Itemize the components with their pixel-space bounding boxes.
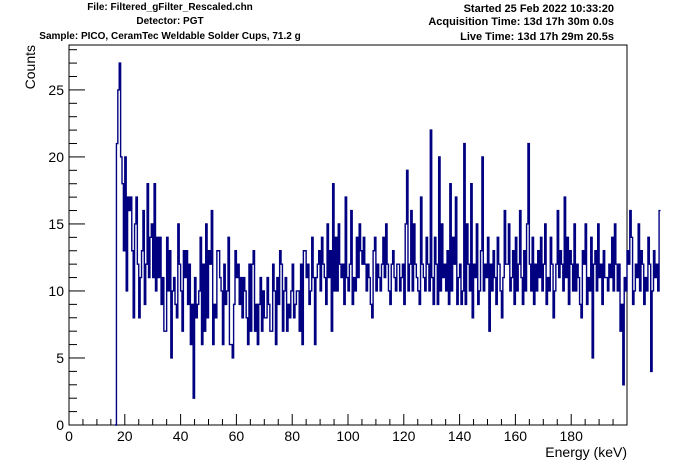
x-tick-label: 100 (336, 428, 360, 444)
y-axis: 0 5 10 15 20 25 (48, 49, 85, 433)
live-time-label: Live Time: 13d 17h 29m 20.5s (460, 31, 614, 43)
sample-label: Sample: PICO, CeramTec Weldable Solder C… (39, 31, 301, 42)
y-tick-label: 25 (48, 82, 64, 98)
x-tick-label: 180 (560, 428, 584, 444)
y-tick-label: 5 (56, 350, 64, 366)
y-tick-label: 15 (48, 216, 64, 232)
histogram-bins (115, 62, 661, 426)
y-tick-label: 20 (48, 149, 64, 165)
x-tick-label: 40 (173, 428, 189, 444)
y-axis-title: Counts (22, 45, 38, 89)
spectrum-series (115, 62, 661, 426)
x-tick-label: 0 (65, 428, 73, 444)
x-axis-title: Energy (keV) (545, 444, 627, 460)
y-tick-label: 10 (48, 283, 64, 299)
file-name-label: File: Filtered_gFilter_Rescaled.chn (87, 2, 253, 13)
start-time-label: Started 25 Feb 2022 10:33:20 (463, 3, 614, 15)
detector-label: Detector: PGT (136, 16, 204, 27)
x-tick-label: 80 (284, 428, 300, 444)
x-tick-label: 20 (117, 428, 133, 444)
x-axis: 0 20 40 60 80 100 120 140 160 180 (65, 414, 628, 444)
acquisition-time-label: Acquisition Time: 13d 17h 30m 0.0s (428, 16, 614, 28)
x-tick-label: 120 (392, 428, 416, 444)
y-tick-label: 0 (56, 417, 64, 433)
x-tick-label: 60 (229, 428, 245, 444)
x-tick-label: 160 (504, 428, 528, 444)
x-tick-label: 140 (448, 428, 472, 444)
